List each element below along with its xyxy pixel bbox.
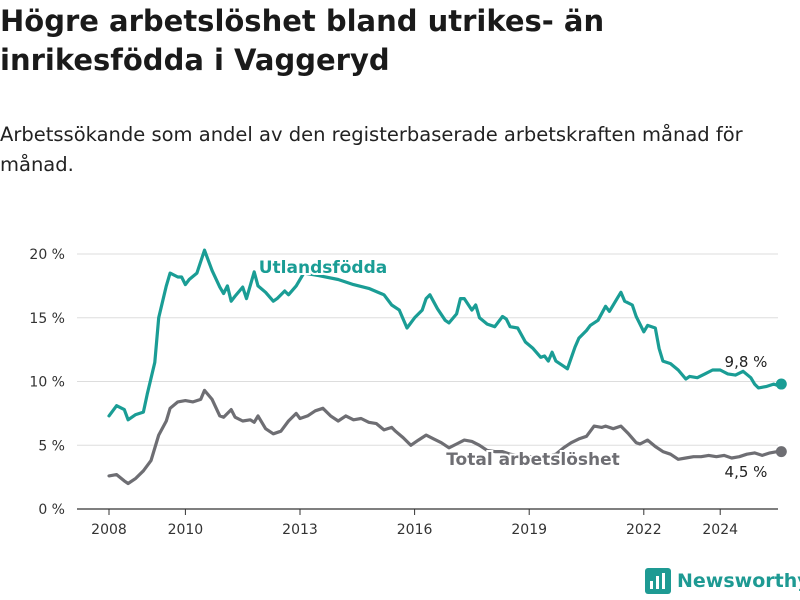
series-name-label: Total arbetslöshet [446, 450, 620, 470]
series-end-marker [775, 378, 787, 390]
series-end-value: 4,5 % [725, 463, 768, 481]
series-line [107, 248, 783, 422]
grid [77, 253, 778, 446]
series-end-marker [775, 446, 787, 458]
x-tick-label: 2008 [91, 522, 127, 538]
y-tick-label: 5 % [38, 438, 65, 454]
y-tick-label: 10 % [29, 375, 65, 391]
series-labels: 9,8 % 4,5 % Utlandsfödda Total arbetslöshet [257, 256, 768, 481]
y-tick-label: 20 % [29, 247, 65, 263]
x-tick-label: 2024 [702, 522, 738, 538]
newsworthy-logo: Newsworthy [645, 568, 800, 594]
x-tick-label: 2013 [282, 522, 318, 538]
y-axis: 0 % 5 % 10 % 15 % 20 % [29, 247, 65, 518]
x-tick-label: 2019 [511, 522, 547, 538]
chart-subtitle: Arbetssökande som andel av den registerb… [0, 123, 743, 176]
y-tick-label: 15 % [29, 311, 65, 327]
line-chart: 0 %5 %10 %15 %20 % 2008 2010 2013 2016 2019 2… [29, 247, 787, 538]
series-line [107, 388, 783, 486]
logo-text: Newsworthy [677, 570, 800, 592]
series-lines [107, 248, 787, 486]
x-tick-label: 2016 [397, 522, 433, 538]
x-tick-label: 2022 [626, 522, 662, 538]
series-end-value: 9,8 % [725, 353, 768, 371]
x-axis: 2008 2010 2013 2016 2019 2022 2024 [77, 508, 778, 538]
bar-chart-icon [645, 568, 671, 594]
series-name-label: Utlandsfödda [259, 258, 388, 278]
y-tick-label: 0 % [38, 502, 65, 518]
chart-title: Högre arbetslöshet bland utrikes- än inr… [0, 4, 605, 77]
x-tick-label: 2010 [168, 522, 204, 538]
